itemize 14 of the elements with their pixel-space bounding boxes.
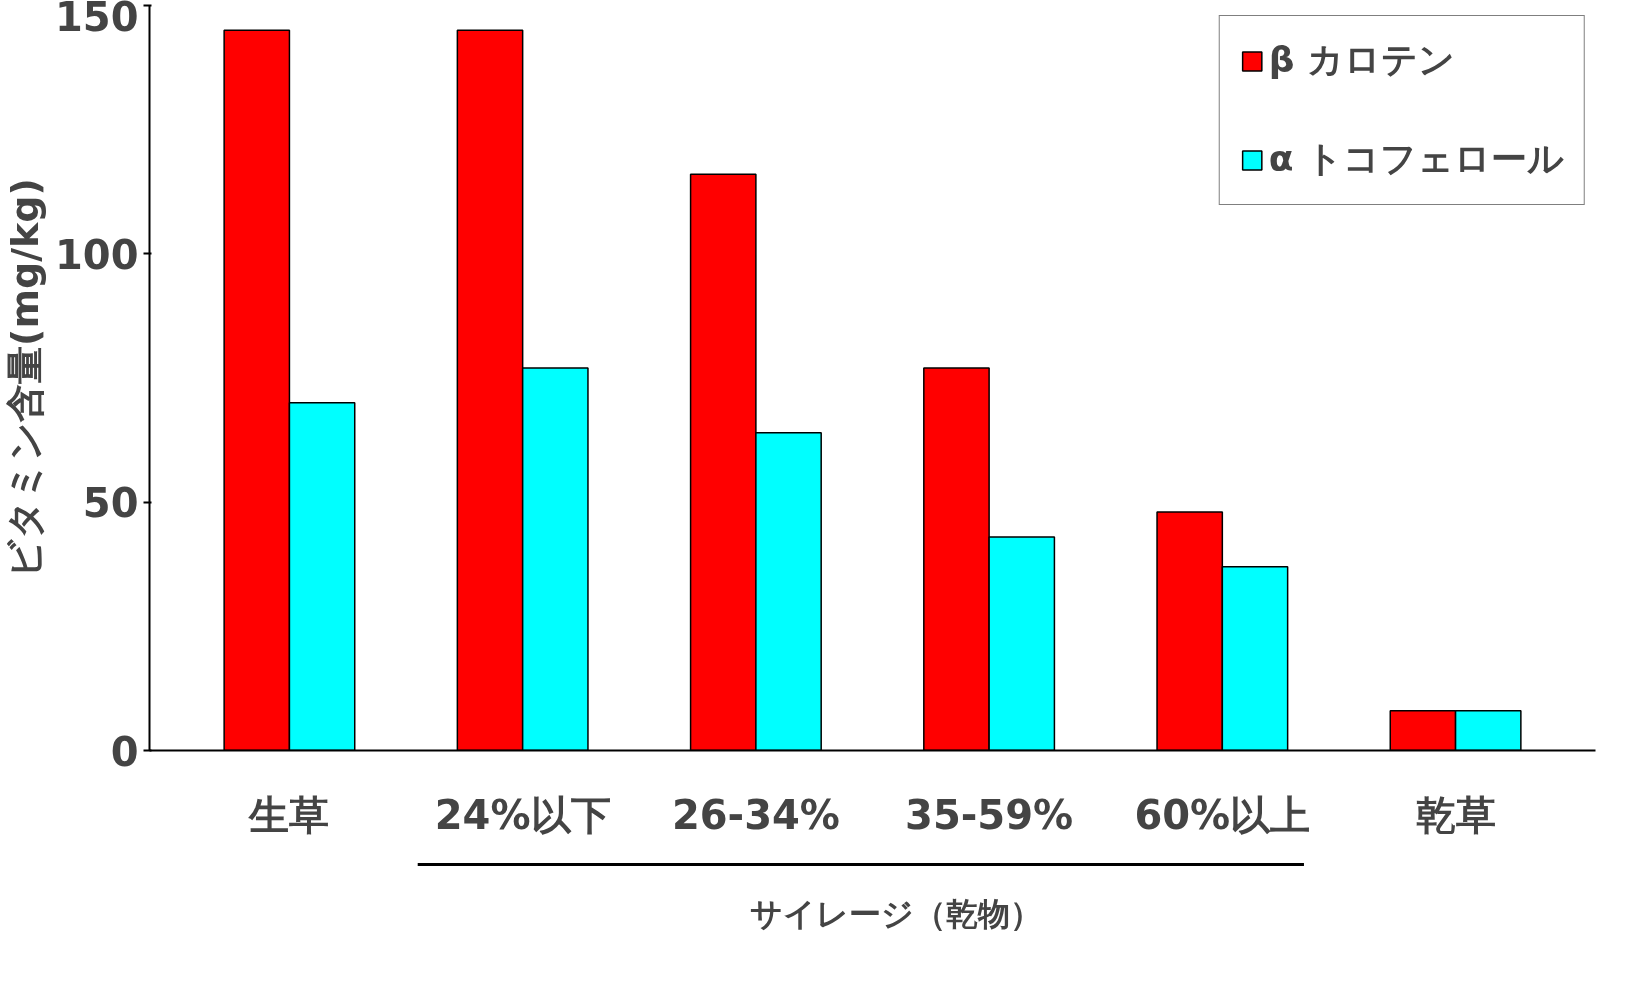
legend-label: α トコフェロール <box>1268 137 1564 181</box>
y-tick-label: 0 <box>110 728 139 775</box>
x-tick-label: 24%以下 <box>434 791 611 838</box>
y-tick-label: 150 <box>55 0 139 40</box>
y-axis-title: ビタミン含量(mg/kg) <box>3 178 47 578</box>
x-tick-label: 生草 <box>248 791 330 838</box>
x-tick-label: 26-34% <box>671 791 840 838</box>
legend-label: β カロテン <box>1268 38 1456 82</box>
y-tick-label: 100 <box>55 231 139 278</box>
y-tick-label: 50 <box>82 480 139 527</box>
x-tick-label: 35-59% <box>905 791 1074 838</box>
x-tick-label: 乾草 <box>1415 791 1496 838</box>
x-tick-label: 60%以上 <box>1134 791 1311 838</box>
text: サイレージ（乾物） <box>749 894 1042 933</box>
